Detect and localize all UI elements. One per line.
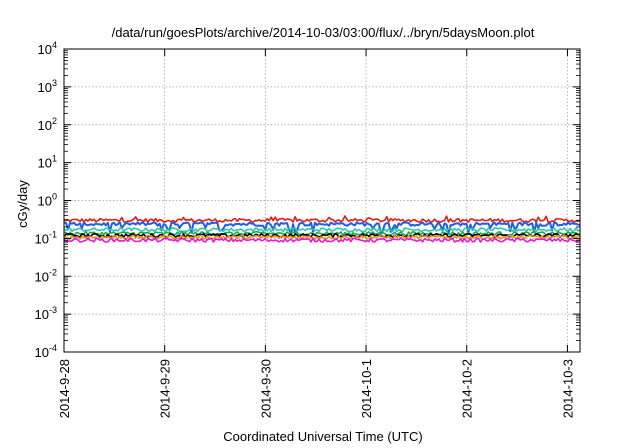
y-axis-label: cGy/day — [15, 180, 30, 228]
grid — [64, 49, 580, 352]
y-tick-labels: 10-4 10-3 10-2 10-1 100 101 102 103 104 — [35, 40, 57, 360]
series-line — [63, 234, 581, 240]
y-tick-label: 10-3 — [35, 305, 57, 322]
series-line — [63, 227, 581, 233]
x-axis-label: Coordinated Universal Time (UTC) — [223, 429, 422, 444]
x-tick-label: 2014-10-3 — [560, 359, 575, 418]
x-tick-label: 2014-10-1 — [359, 359, 374, 418]
series-line — [63, 237, 581, 243]
x-tick-label: 2014-10-2 — [460, 359, 475, 418]
y-tick-label: 103 — [38, 78, 57, 95]
x-tick-label: 2014-9-29 — [158, 359, 173, 418]
y-tick-label: 101 — [38, 154, 57, 171]
series-line — [64, 221, 581, 235]
y-tick-label: 100 — [38, 192, 57, 209]
series-line — [64, 215, 581, 223]
x-tick-label: 2014-9-30 — [258, 359, 273, 418]
y-tick-label: 10-4 — [35, 343, 57, 360]
series-group — [63, 215, 581, 243]
y-tick-label: 10-2 — [35, 267, 57, 284]
y-tick-label: 104 — [38, 40, 57, 57]
x-tick-label: 2014-9-28 — [57, 359, 72, 418]
x-tick-labels: 2014-9-28 2014-9-29 2014-9-30 2014-10-1 2014… — [57, 359, 575, 418]
y-tick-label: 102 — [38, 116, 57, 133]
y-tick-label: 10-1 — [35, 229, 57, 246]
ticks — [63, 48, 580, 353]
chart-title: /data/run/goesPlots/archive/2014-10-03/0… — [112, 25, 535, 40]
